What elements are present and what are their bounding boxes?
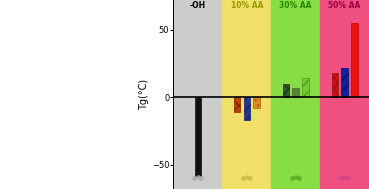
Bar xyxy=(195,97,201,176)
Text: 50% AA: 50% AA xyxy=(328,1,361,10)
Bar xyxy=(293,88,299,97)
Bar xyxy=(254,97,260,108)
Bar xyxy=(332,73,338,97)
Y-axis label: Tg(°C): Tg(°C) xyxy=(139,79,149,110)
Bar xyxy=(283,84,289,97)
Bar xyxy=(271,0,320,189)
Bar xyxy=(244,97,250,120)
Bar xyxy=(302,78,308,97)
Text: 10% AA: 10% AA xyxy=(231,1,263,10)
Bar xyxy=(341,67,348,97)
Bar xyxy=(173,0,222,189)
Text: -OH: -OH xyxy=(190,1,206,10)
Bar xyxy=(234,97,240,112)
Text: 30% AA: 30% AA xyxy=(279,1,312,10)
Bar xyxy=(222,0,271,189)
Bar xyxy=(320,0,369,189)
Bar xyxy=(351,23,358,97)
